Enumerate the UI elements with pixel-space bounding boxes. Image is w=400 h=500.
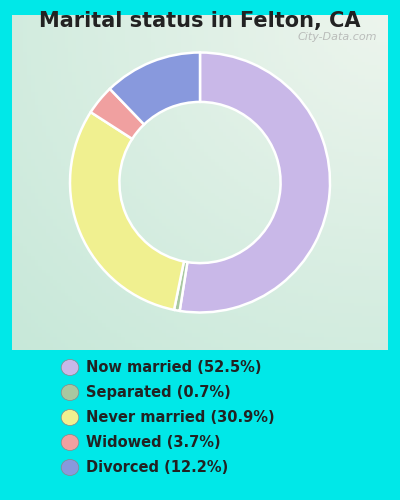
- Text: Widowed (3.7%): Widowed (3.7%): [86, 435, 221, 450]
- Text: Separated (0.7%): Separated (0.7%): [86, 385, 231, 400]
- Text: Now married (52.5%): Now married (52.5%): [86, 360, 262, 375]
- Text: Divorced (12.2%): Divorced (12.2%): [86, 460, 228, 475]
- Text: Never married (30.9%): Never married (30.9%): [86, 410, 275, 425]
- Wedge shape: [180, 52, 330, 312]
- Wedge shape: [91, 89, 144, 139]
- Wedge shape: [110, 52, 200, 125]
- Wedge shape: [70, 112, 184, 310]
- Text: Marital status in Felton, CA: Marital status in Felton, CA: [39, 11, 361, 31]
- Text: City-Data.com: City-Data.com: [297, 32, 377, 42]
- Wedge shape: [174, 262, 187, 311]
